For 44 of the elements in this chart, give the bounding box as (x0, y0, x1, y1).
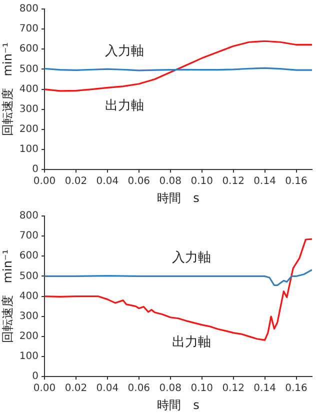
x-tick-label: 0.14 (254, 383, 276, 394)
y-tick-label: 0 (32, 164, 38, 176)
y-tick-label: 200 (19, 124, 38, 136)
y-tick-label: 100 (19, 144, 38, 156)
x-tick-label: 0.08 (159, 176, 182, 188)
x-tick-label: 0.12 (222, 176, 244, 188)
y-tick-label: 800 (19, 4, 38, 15)
x-tick-label: 0.16 (285, 383, 308, 394)
y-tick-label: 600 (19, 44, 38, 55)
y-tick-label: 700 (19, 24, 38, 35)
x-tick-label: 0.00 (33, 383, 56, 394)
y-tick-label: 700 (19, 230, 38, 242)
y-tick-label: 500 (19, 270, 38, 282)
x-tick-label: 0.02 (64, 383, 88, 394)
x-tick-label: 0.06 (128, 383, 150, 394)
x-tick-label: 0.16 (285, 176, 308, 188)
x-tick-label: 0.14 (254, 176, 276, 188)
y-tick-label: 500 (19, 64, 38, 75)
y-tick-label: 300 (19, 310, 38, 322)
x-tick-label: 0.06 (128, 176, 150, 188)
x-tick-label: 0.10 (190, 176, 213, 188)
y-axis-title: 回転速度 min⁻¹ (0, 42, 14, 136)
y-tick-label: 800 (19, 210, 38, 222)
x-tick-label: 0.10 (190, 383, 213, 394)
x-tick-label: 0.04 (96, 383, 119, 394)
y-tick-label: 600 (19, 250, 38, 262)
x-tick-label: 0.00 (33, 176, 56, 188)
y-tick-label: 400 (19, 84, 38, 95)
y-tick-label: 0 (32, 371, 38, 382)
x-axis-title: 時間 s (157, 190, 200, 205)
series-label: 出力軸 (172, 335, 212, 350)
y-tick-label: 400 (19, 290, 38, 302)
y-tick-label: 100 (19, 351, 38, 362)
x-tick-label: 0.08 (159, 383, 182, 394)
y-tick-label: 200 (19, 331, 38, 342)
x-tick-label: 0.04 (96, 176, 119, 188)
x-axis-title: 時間 s (157, 398, 200, 412)
y-axis-title: 回転速度 min⁻¹ (0, 249, 14, 344)
series-label: 入力軸 (105, 44, 144, 59)
x-tick-label: 0.12 (222, 383, 244, 394)
series-label: 入力軸 (172, 250, 212, 266)
series-label: 出力軸 (105, 98, 144, 114)
y-tick-label: 300 (19, 104, 38, 115)
x-tick-label: 0.02 (64, 176, 88, 188)
